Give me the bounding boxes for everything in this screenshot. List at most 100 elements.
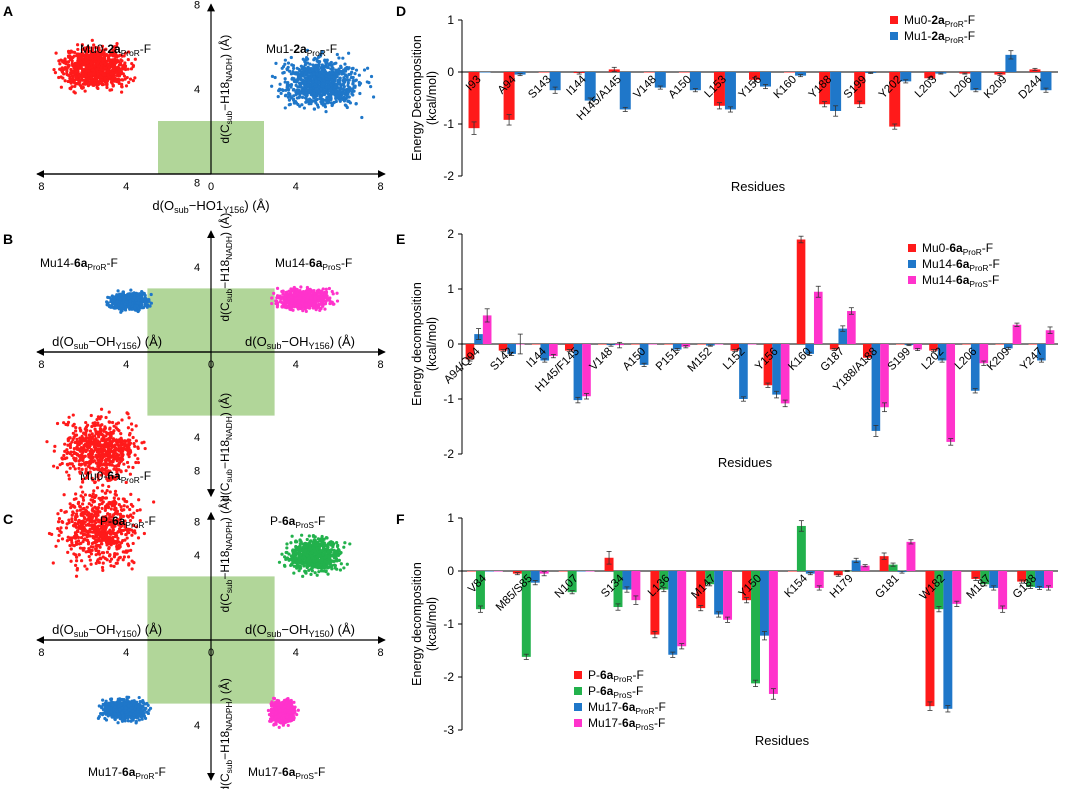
scatter-point bbox=[115, 55, 119, 59]
scatter-point bbox=[65, 462, 69, 466]
scatter-point bbox=[317, 88, 321, 93]
scatter-point bbox=[116, 289, 120, 293]
scatter-point bbox=[302, 290, 306, 295]
scatter-point bbox=[314, 79, 318, 83]
scatter-point bbox=[107, 420, 111, 424]
scatter-point bbox=[58, 67, 62, 71]
x-tick-label: 8 bbox=[378, 359, 384, 371]
scatter-point bbox=[84, 448, 89, 453]
scatter-point bbox=[77, 440, 81, 444]
scatter-point bbox=[74, 555, 79, 559]
scatter-point bbox=[60, 537, 65, 541]
scatter-point bbox=[300, 533, 304, 537]
scatter-point bbox=[310, 67, 314, 71]
scatter-point bbox=[52, 449, 56, 453]
scatter-point bbox=[99, 459, 103, 463]
scatter-point bbox=[100, 82, 104, 86]
scatter-point bbox=[99, 496, 103, 501]
scatter-point bbox=[63, 442, 67, 446]
scatter-point bbox=[346, 90, 351, 94]
scatter-point bbox=[326, 542, 330, 546]
scatter-point bbox=[334, 96, 338, 101]
scatter-point bbox=[130, 567, 134, 571]
scatter-point bbox=[332, 559, 336, 564]
scatter-cloud-red bbox=[52, 38, 137, 95]
scatter-point bbox=[97, 543, 101, 548]
scatter-point bbox=[62, 421, 66, 425]
scatter-point bbox=[339, 562, 343, 566]
scatter-point bbox=[296, 102, 300, 107]
scatter-point bbox=[51, 561, 55, 565]
scatter-point bbox=[77, 52, 81, 56]
scatter-point bbox=[89, 61, 94, 65]
scatter-point bbox=[293, 293, 297, 297]
y-tick-label: 4 bbox=[194, 84, 200, 96]
scatter-point bbox=[80, 511, 85, 515]
scatter-point bbox=[298, 296, 302, 300]
scatter-point bbox=[52, 464, 56, 468]
scatter-point bbox=[283, 300, 287, 304]
scatter-point bbox=[55, 421, 60, 426]
scatter-point bbox=[68, 466, 72, 470]
scatter-point bbox=[117, 69, 122, 74]
scatter-point bbox=[81, 490, 85, 494]
scatter-point bbox=[283, 94, 288, 98]
scatter-point bbox=[86, 522, 91, 526]
scatter-point bbox=[342, 545, 346, 549]
scatter-point bbox=[122, 74, 127, 78]
scatter-point bbox=[305, 48, 310, 52]
scatter-point bbox=[120, 78, 124, 82]
scatter-point bbox=[303, 63, 307, 67]
scatter-point bbox=[85, 567, 89, 571]
scatter-point bbox=[283, 106, 287, 110]
scatter-point bbox=[283, 555, 287, 559]
scatter-point bbox=[80, 437, 84, 442]
scatter-point bbox=[298, 564, 302, 568]
scatter-point bbox=[118, 555, 122, 559]
scatter-point bbox=[323, 68, 327, 72]
scatter-point bbox=[93, 434, 97, 438]
scatter-point bbox=[276, 95, 280, 99]
scatter-point bbox=[53, 71, 58, 75]
scatter-point bbox=[96, 82, 100, 87]
scatter-point bbox=[72, 422, 76, 426]
scatter-point bbox=[119, 505, 123, 509]
scatter-point bbox=[312, 96, 316, 100]
scatter-point bbox=[304, 303, 308, 307]
scatter-point bbox=[133, 453, 137, 457]
scatter-point bbox=[313, 571, 317, 575]
scatter-point bbox=[335, 72, 339, 76]
scatter-point bbox=[115, 452, 119, 456]
scatter-point bbox=[45, 440, 49, 444]
scatter-point bbox=[57, 533, 61, 537]
scatter-point bbox=[113, 553, 117, 557]
scatter-point bbox=[90, 46, 95, 50]
scatter-point bbox=[319, 293, 323, 297]
scatter-point bbox=[314, 98, 318, 102]
panel-label-c: C bbox=[3, 511, 13, 527]
scatter-point bbox=[270, 301, 274, 306]
x-tick-label: 4 bbox=[123, 359, 129, 371]
scatter-cloud-pink bbox=[270, 285, 340, 313]
scatter-point bbox=[285, 546, 289, 550]
scatter-point bbox=[109, 478, 113, 482]
scatter-point bbox=[74, 425, 78, 430]
scatter-point bbox=[132, 442, 136, 446]
scatter-point bbox=[84, 52, 89, 56]
scatter-point bbox=[76, 57, 80, 61]
scatter-point bbox=[281, 71, 285, 75]
scatter-point bbox=[74, 65, 78, 70]
scatter-point bbox=[299, 64, 303, 68]
scatter-point bbox=[299, 85, 303, 89]
scatter-point bbox=[129, 422, 134, 426]
scatter-point bbox=[273, 75, 277, 80]
scatter-point bbox=[308, 62, 312, 66]
scatter-point bbox=[57, 75, 61, 80]
scatter-point bbox=[101, 551, 106, 555]
scatter-point bbox=[116, 558, 120, 562]
scatter-point bbox=[109, 564, 113, 568]
scatter-point bbox=[121, 457, 125, 462]
scatter-point bbox=[326, 550, 331, 554]
scatter-point bbox=[120, 418, 124, 422]
scatter-point bbox=[105, 558, 109, 562]
